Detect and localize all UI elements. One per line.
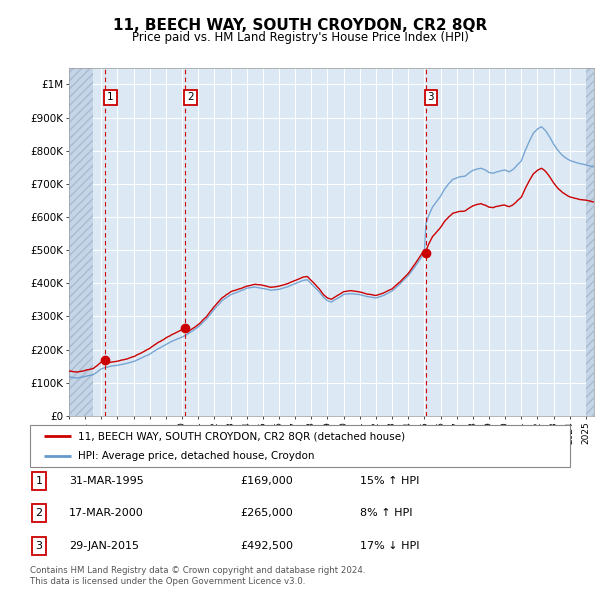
Text: £492,500: £492,500 bbox=[240, 541, 293, 550]
Text: 2: 2 bbox=[187, 93, 194, 103]
Text: 15% ↑ HPI: 15% ↑ HPI bbox=[360, 476, 419, 486]
Text: Contains HM Land Registry data © Crown copyright and database right 2024.: Contains HM Land Registry data © Crown c… bbox=[30, 566, 365, 575]
Text: 11, BEECH WAY, SOUTH CROYDON, CR2 8QR (detached house): 11, BEECH WAY, SOUTH CROYDON, CR2 8QR (d… bbox=[77, 431, 404, 441]
Text: 31-MAR-1995: 31-MAR-1995 bbox=[69, 476, 144, 486]
Text: Price paid vs. HM Land Registry's House Price Index (HPI): Price paid vs. HM Land Registry's House … bbox=[131, 31, 469, 44]
Text: 17-MAR-2000: 17-MAR-2000 bbox=[69, 509, 144, 518]
Text: 1: 1 bbox=[35, 476, 43, 486]
Text: 1: 1 bbox=[107, 93, 114, 103]
Text: 3: 3 bbox=[35, 541, 43, 550]
Text: 29-JAN-2015: 29-JAN-2015 bbox=[69, 541, 139, 550]
Text: 8% ↑ HPI: 8% ↑ HPI bbox=[360, 509, 413, 518]
Text: 2: 2 bbox=[35, 509, 43, 518]
Text: This data is licensed under the Open Government Licence v3.0.: This data is licensed under the Open Gov… bbox=[30, 577, 305, 586]
Text: 11, BEECH WAY, SOUTH CROYDON, CR2 8QR: 11, BEECH WAY, SOUTH CROYDON, CR2 8QR bbox=[113, 18, 487, 32]
Text: £169,000: £169,000 bbox=[240, 476, 293, 486]
Text: 3: 3 bbox=[428, 93, 434, 103]
Text: 17% ↓ HPI: 17% ↓ HPI bbox=[360, 541, 419, 550]
Text: HPI: Average price, detached house, Croydon: HPI: Average price, detached house, Croy… bbox=[77, 451, 314, 461]
Text: £265,000: £265,000 bbox=[240, 509, 293, 518]
